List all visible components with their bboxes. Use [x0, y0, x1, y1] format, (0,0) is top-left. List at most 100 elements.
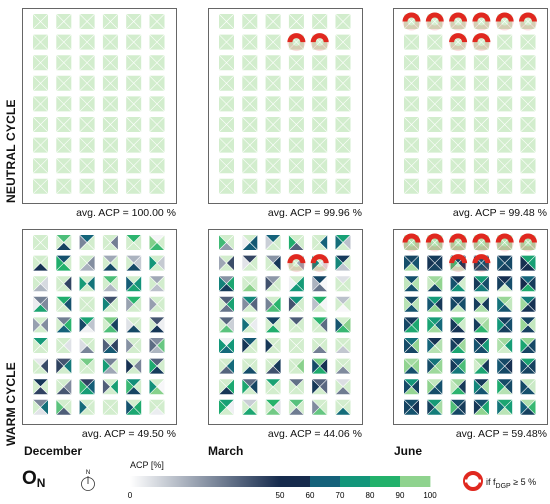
sensor-triangle — [56, 178, 64, 194]
sensor-triangle — [56, 255, 72, 264]
sensor-triangle — [79, 117, 88, 132]
sensor-triangle — [126, 255, 134, 271]
sensor-cell — [149, 275, 165, 292]
sensor-triangle — [335, 399, 343, 415]
sensor-triangle — [242, 103, 258, 112]
sensor-triangle — [149, 14, 165, 22]
sensor-cell — [311, 54, 328, 71]
sensor-triangle — [102, 276, 111, 292]
sensor-triangle — [157, 399, 165, 415]
sensor-triangle — [404, 186, 419, 194]
colorbar: 0 50 60 70 80 90 100 — [128, 476, 437, 500]
avg-acp-warm-december: avg. ACP = 49.50 % — [81, 428, 176, 440]
sensor-triangle — [102, 14, 111, 29]
sensor-cell — [403, 96, 420, 112]
sensor-triangle — [56, 103, 72, 112]
sensor-triangle — [504, 158, 513, 174]
avg-acp-warm-june: avg. ACP = 59.48% — [455, 428, 547, 440]
sensor-triangle — [404, 55, 412, 71]
sensor-cell — [335, 358, 351, 374]
sensor-cell — [288, 54, 305, 71]
sensor-cell — [218, 296, 235, 313]
sensor-triangle — [265, 83, 281, 91]
sensor-triangle — [481, 399, 489, 415]
sensor-triangle — [126, 263, 142, 271]
sensor-triangle — [33, 124, 48, 132]
sensor-triangle — [110, 276, 118, 292]
sensor-cell — [520, 275, 536, 292]
sensor-triangle — [427, 117, 435, 132]
sensor-cell — [218, 317, 235, 333]
sensor-triangle — [242, 324, 258, 333]
sensor-cell — [32, 116, 49, 133]
sensor-triangle — [434, 296, 443, 312]
sensor-triangle — [126, 296, 142, 305]
sensor-triangle — [56, 235, 64, 250]
sensor-triangle — [33, 317, 48, 325]
sensor-triangle — [273, 178, 281, 194]
column-label-june: June — [394, 444, 423, 458]
sensor-triangle — [126, 379, 142, 387]
sensor-cell — [218, 399, 235, 416]
sensor-triangle — [56, 96, 72, 104]
sensor-triangle — [242, 34, 250, 50]
sensor-triangle — [79, 117, 95, 125]
sensor-triangle — [528, 399, 536, 415]
sensor-cell — [335, 137, 351, 153]
sensor-triangle — [265, 145, 281, 153]
sensor-triangle — [458, 338, 466, 353]
sensor-triangle — [133, 379, 142, 395]
sensor-triangle — [219, 137, 227, 153]
sensor-triangle — [102, 324, 118, 333]
sensor-triangle — [288, 304, 304, 312]
sensor-triangle — [273, 14, 281, 29]
sensor-triangle — [504, 338, 513, 353]
sensor-triangle — [33, 263, 48, 271]
sensor-triangle — [133, 14, 142, 29]
sensor-triangle — [110, 55, 118, 71]
sensor-triangle — [149, 34, 157, 50]
sensor-triangle — [335, 276, 351, 284]
sensor-triangle — [102, 296, 111, 312]
sensor-triangle — [335, 14, 351, 22]
sensor-triangle — [335, 358, 343, 374]
sensor-triangle — [79, 96, 95, 104]
sensor-triangle — [312, 137, 328, 146]
sensor-triangle — [79, 145, 95, 153]
sensor-triangle — [219, 242, 234, 250]
sensor-triangle — [219, 263, 234, 271]
sensor-cell — [288, 296, 305, 313]
sensor-triangle — [473, 317, 489, 325]
sensor-triangle — [312, 296, 328, 305]
sensor-triangle — [497, 283, 513, 292]
sensor-triangle — [249, 75, 258, 91]
sensor-triangle — [497, 399, 505, 415]
sensor-cell — [242, 54, 258, 71]
sensor-triangle — [133, 317, 142, 333]
sensor-triangle — [497, 345, 513, 353]
glare-marker — [402, 12, 421, 31]
sensor-triangle — [520, 96, 536, 104]
sensor-triangle — [343, 55, 351, 71]
sensor-cell — [311, 157, 328, 174]
sensor-triangle — [504, 178, 513, 194]
sensor-triangle — [343, 14, 351, 29]
sensor-triangle — [149, 75, 165, 84]
sensor-triangle — [56, 137, 64, 153]
sensor-triangle — [520, 117, 536, 125]
sensor-triangle — [528, 34, 536, 50]
sensor-triangle — [427, 263, 443, 271]
sensor-triangle — [79, 304, 95, 312]
sensor-triangle — [312, 14, 328, 22]
sensor-cell — [473, 358, 490, 374]
sensor-cell — [288, 116, 305, 133]
sensor-triangle — [528, 75, 536, 91]
sensor-triangle — [473, 83, 489, 91]
sensor-triangle — [312, 178, 328, 187]
sensor-triangle — [40, 296, 48, 312]
sensor-triangle — [265, 14, 281, 22]
sensor-triangle — [528, 296, 536, 312]
sensor-triangle — [56, 96, 64, 112]
sensor-triangle — [296, 96, 304, 112]
sensor-triangle — [249, 399, 258, 415]
